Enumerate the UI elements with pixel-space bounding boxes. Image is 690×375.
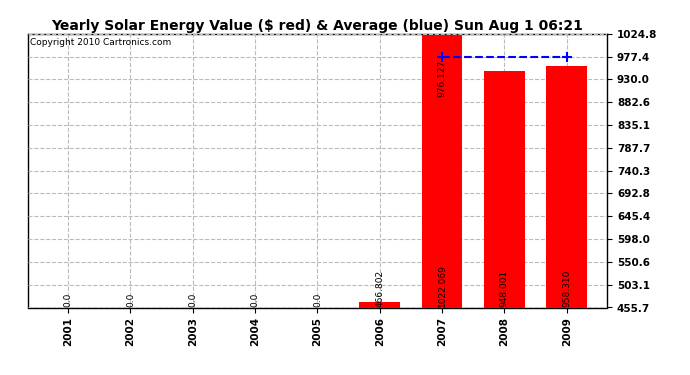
Bar <box>546 66 587 308</box>
Text: 1022.069: 1022.069 <box>437 264 446 306</box>
Text: 0.0: 0.0 <box>126 292 135 306</box>
Text: 0.0: 0.0 <box>188 292 197 306</box>
Text: 976.127: 976.127 <box>437 60 446 97</box>
Title: Yearly Solar Energy Value ($ red) & Average (blue) Sun Aug 1 06:21: Yearly Solar Energy Value ($ red) & Aver… <box>52 19 583 33</box>
Text: Copyright 2010 Cartronics.com: Copyright 2010 Cartronics.com <box>30 38 172 47</box>
Text: 466.802: 466.802 <box>375 269 384 306</box>
Bar <box>359 302 400 307</box>
Text: 958.310: 958.310 <box>562 269 571 306</box>
Text: 0.0: 0.0 <box>63 292 72 306</box>
Text: 948.001: 948.001 <box>500 269 509 306</box>
Text: 0.0: 0.0 <box>250 292 259 306</box>
Text: 0.0: 0.0 <box>313 292 322 306</box>
Bar <box>422 35 462 308</box>
Bar <box>484 71 524 308</box>
